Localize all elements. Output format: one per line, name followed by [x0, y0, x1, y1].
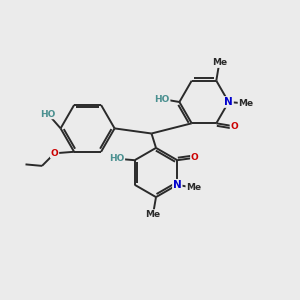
Text: Me: Me [186, 183, 201, 192]
Text: HO: HO [109, 154, 124, 163]
Text: Me: Me [146, 210, 160, 219]
Text: Me: Me [238, 99, 253, 108]
Text: O: O [191, 153, 199, 162]
Text: O: O [51, 149, 58, 158]
Text: N: N [173, 180, 182, 190]
Text: Me: Me [212, 58, 227, 67]
Text: HO: HO [154, 94, 170, 103]
Text: HO: HO [40, 110, 56, 118]
Text: O: O [230, 122, 238, 131]
Text: N: N [224, 97, 233, 107]
